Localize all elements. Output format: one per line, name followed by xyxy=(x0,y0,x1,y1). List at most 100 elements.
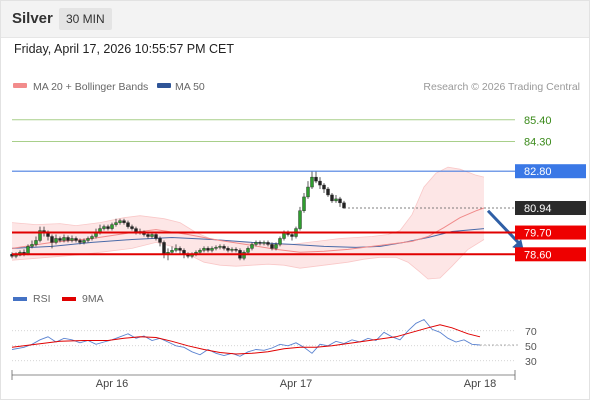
level-tag-82-80 xyxy=(515,164,586,179)
candle xyxy=(118,218,122,225)
price-levels: 85.40 84.30 82.80 80.94 79.70 78.60 xyxy=(12,115,586,262)
candle xyxy=(298,206,302,231)
candle xyxy=(234,247,238,253)
candle xyxy=(326,187,330,197)
candle-body xyxy=(342,202,346,209)
candle-body xyxy=(150,234,154,237)
candle-body xyxy=(174,248,178,251)
candle xyxy=(322,183,326,193)
main-price-panel xyxy=(10,166,524,280)
candle-body xyxy=(170,250,174,253)
candle xyxy=(38,226,42,243)
candle xyxy=(130,224,134,231)
level-tag-80-94 xyxy=(515,201,586,216)
time-axis-label: Apr 17 xyxy=(280,378,312,390)
candle-body xyxy=(274,244,278,249)
candle-body xyxy=(38,230,42,241)
candle xyxy=(210,246,214,253)
candle-body xyxy=(82,240,86,243)
candle xyxy=(58,236,62,243)
candle xyxy=(262,240,266,246)
candle-body xyxy=(126,222,130,227)
candle xyxy=(218,244,222,250)
candle-body xyxy=(334,198,338,202)
candle xyxy=(126,220,130,229)
candle xyxy=(62,234,66,243)
candle xyxy=(230,247,234,253)
candle-body xyxy=(130,226,134,229)
legend-9ma-swatch xyxy=(62,297,76,301)
candle xyxy=(270,242,274,251)
level-tag-78-60 xyxy=(515,247,586,262)
candle xyxy=(266,240,270,247)
candle-body xyxy=(218,246,222,248)
candle xyxy=(250,242,254,251)
candle-body xyxy=(50,236,54,243)
level-label-84-30: 84.30 xyxy=(524,137,552,149)
candle xyxy=(90,234,94,241)
chart-header: Silver 30 MIN xyxy=(1,1,589,38)
rsi-panel: 70 50 30 xyxy=(11,318,537,368)
legend-ma50-label: MA 50 xyxy=(175,81,205,93)
candle xyxy=(106,224,110,231)
candle-body xyxy=(198,250,202,253)
level-label-79-70: 79.70 xyxy=(524,228,552,240)
candle-body xyxy=(306,186,310,198)
level-label-80-94: 80.94 xyxy=(524,203,552,215)
candle xyxy=(254,240,258,247)
candle-body xyxy=(310,176,314,188)
candle-body xyxy=(222,246,226,249)
candle-body xyxy=(90,236,94,239)
rsi-line xyxy=(11,318,481,357)
candle-body xyxy=(106,226,110,229)
candle xyxy=(82,238,86,245)
level-tag-79-70 xyxy=(515,225,586,240)
candle-body xyxy=(226,248,230,251)
legend-rsi-swatch xyxy=(13,297,27,301)
candle-body xyxy=(70,238,74,241)
level-label-78-60: 78.60 xyxy=(524,249,552,261)
candle xyxy=(314,171,318,184)
candle-body xyxy=(314,176,318,182)
candle xyxy=(30,240,34,249)
time-axis: Apr 16 Apr 17 Apr 18 xyxy=(11,370,516,390)
candle xyxy=(50,234,54,249)
candle-body xyxy=(266,242,270,245)
candle-body xyxy=(114,222,118,225)
candle-body xyxy=(246,248,250,253)
candle-body xyxy=(66,237,70,241)
candle-body xyxy=(102,226,106,229)
candle-body xyxy=(326,188,330,196)
candle-body xyxy=(34,240,38,245)
candle xyxy=(226,246,230,253)
candle xyxy=(170,246,174,255)
candle xyxy=(154,232,158,241)
candle xyxy=(74,236,78,243)
candle-body xyxy=(258,242,262,244)
candle xyxy=(278,236,282,247)
candle-body xyxy=(30,244,34,247)
candle-body xyxy=(270,244,274,249)
timeframe-button[interactable]: 30 MIN xyxy=(59,8,112,30)
candle-body xyxy=(122,220,126,223)
copyright-text: Research © 2026 Trading Central xyxy=(423,81,580,93)
legend-9ma-label: 9MA xyxy=(82,293,104,305)
candle xyxy=(66,235,70,243)
candle xyxy=(122,218,126,225)
candle xyxy=(162,240,166,259)
candle xyxy=(54,234,58,245)
candle xyxy=(214,245,218,251)
candle-body xyxy=(210,248,214,251)
level-label-82-80: 82.80 xyxy=(524,166,552,178)
candle-body xyxy=(74,238,78,241)
candle xyxy=(34,236,38,247)
candle-body xyxy=(178,248,182,251)
candle xyxy=(274,242,278,251)
candle-body xyxy=(58,238,62,241)
rsi-tick-label-30: 30 xyxy=(525,356,537,368)
candle-body xyxy=(254,242,258,245)
time-axis-label: Apr 16 xyxy=(96,378,128,390)
legend-rsi-label: RSI xyxy=(33,293,51,305)
candle xyxy=(206,246,210,253)
candle-body xyxy=(206,248,210,251)
